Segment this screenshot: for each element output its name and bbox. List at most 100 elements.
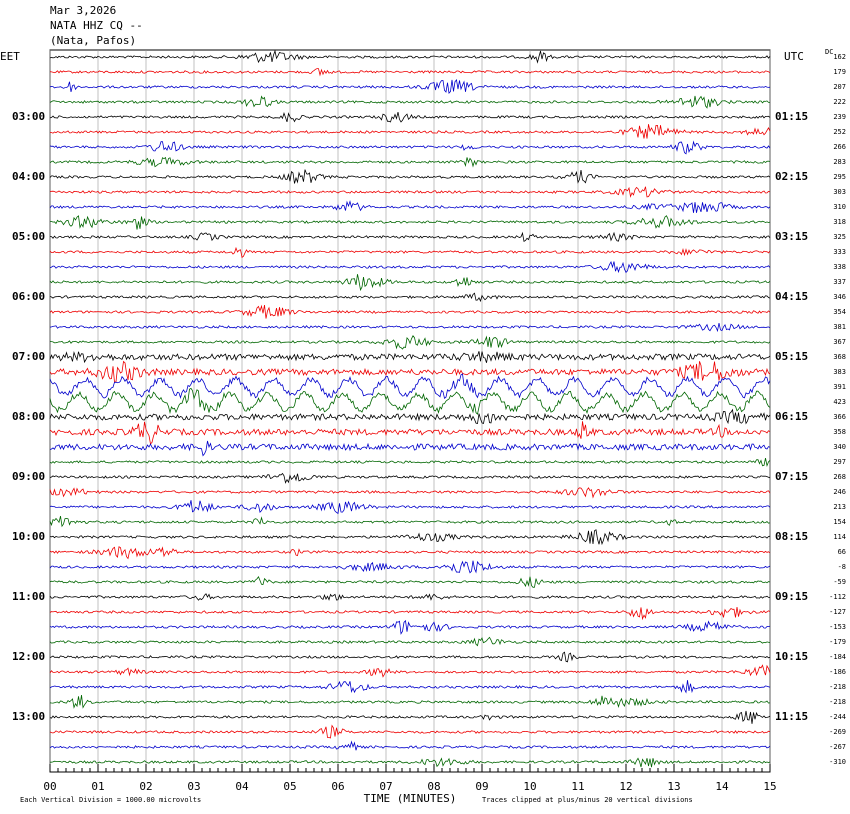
trace [49, 529, 771, 546]
dc-value: -244 [829, 713, 846, 721]
trace [49, 575, 771, 588]
dc-value: 297 [833, 458, 846, 466]
trace [49, 335, 771, 350]
trace [49, 360, 771, 383]
trace [50, 231, 771, 243]
dc-value: 368 [833, 353, 846, 361]
left-time: 05:00 [12, 230, 45, 243]
trace [49, 472, 771, 484]
trace [50, 215, 771, 230]
dc-value: 266 [833, 143, 846, 151]
trace [49, 246, 771, 259]
trace [49, 636, 771, 647]
trace [49, 156, 771, 168]
dc-value: 381 [833, 323, 846, 331]
trace [49, 487, 771, 499]
trace [49, 112, 771, 123]
trace [49, 49, 771, 64]
x-tick-label: 13 [667, 780, 680, 793]
dc-value: 333 [833, 248, 846, 256]
trace [49, 593, 771, 601]
dc-value: 340 [833, 443, 846, 451]
dc-title: DC [825, 48, 833, 56]
right-time: 10:15 [775, 650, 808, 663]
trace [49, 664, 771, 678]
dc-value: 358 [833, 428, 846, 436]
x-tick-label: 11 [571, 780, 584, 793]
trace [49, 724, 771, 739]
dc-value: 325 [833, 233, 846, 241]
dc-value: 207 [833, 83, 846, 91]
trace [49, 373, 771, 400]
x-tick-label: 02 [139, 780, 152, 793]
footer-right: Traces clipped at plus/minus 20 vertical… [482, 796, 693, 804]
right-time: 09:15 [775, 590, 808, 603]
dc-value: 318 [833, 218, 846, 226]
trace [49, 323, 771, 333]
trace [49, 560, 771, 574]
trace [49, 606, 771, 621]
trace [49, 740, 771, 751]
trace [49, 304, 771, 319]
date: Mar 3,2026 [50, 4, 116, 17]
right-time: 07:15 [775, 470, 808, 483]
x-tick-label: 08 [427, 780, 440, 793]
dc-value: 337 [833, 278, 846, 286]
trace [49, 408, 771, 425]
trace [50, 124, 771, 139]
x-tick-label: 15 [763, 780, 776, 793]
dc-value: -59 [833, 578, 846, 586]
right-time: 03:15 [775, 230, 808, 243]
dc-value: -179 [829, 638, 846, 646]
trace [49, 350, 771, 364]
x-tick-label: 09 [475, 780, 488, 793]
dc-value: -218 [829, 683, 846, 691]
dc-value: 391 [833, 383, 846, 391]
dc-value: 66 [838, 548, 846, 556]
x-tick-label: 01 [91, 780, 104, 793]
trace [49, 500, 771, 515]
dc-value: -112 [829, 593, 846, 601]
trace [49, 274, 771, 292]
left-time: 06:00 [12, 290, 45, 303]
x-tick-label: 05 [283, 780, 296, 793]
trace [49, 458, 771, 468]
place: (Nata, Pafos) [50, 34, 136, 47]
left-axis-title: EET [0, 50, 20, 63]
dc-value: 179 [833, 68, 846, 76]
dc-value: 367 [833, 338, 846, 346]
trace [49, 169, 771, 184]
dc-value: 366 [833, 413, 846, 421]
right-time: 08:15 [775, 530, 808, 543]
trace [49, 440, 771, 457]
trace [49, 140, 771, 155]
left-time: 09:00 [12, 470, 45, 483]
dc-value: -218 [829, 698, 846, 706]
dc-value: 252 [833, 128, 846, 136]
dc-value: 222 [833, 98, 846, 106]
left-time: 03:00 [12, 110, 45, 123]
trace [49, 651, 771, 663]
left-time: 13:00 [12, 710, 45, 723]
trace [49, 292, 771, 303]
right-time: 02:15 [775, 170, 808, 183]
right-time: 05:15 [775, 350, 808, 363]
dc-value: 295 [833, 173, 846, 181]
dc-value: 383 [833, 368, 846, 376]
left-time: 08:00 [12, 410, 45, 423]
trace [49, 95, 770, 109]
x-tick-label: 10 [523, 780, 536, 793]
trace [49, 619, 771, 635]
trace [49, 200, 771, 213]
x-tick-label: 07 [379, 780, 392, 793]
dc-value: 162 [833, 53, 846, 61]
dc-value: 268 [833, 473, 846, 481]
trace [49, 186, 771, 198]
dc-value: 303 [833, 188, 846, 196]
left-time: 07:00 [12, 350, 45, 363]
left-time: 04:00 [12, 170, 45, 183]
trace [49, 695, 771, 709]
dc-value: 338 [833, 263, 846, 271]
